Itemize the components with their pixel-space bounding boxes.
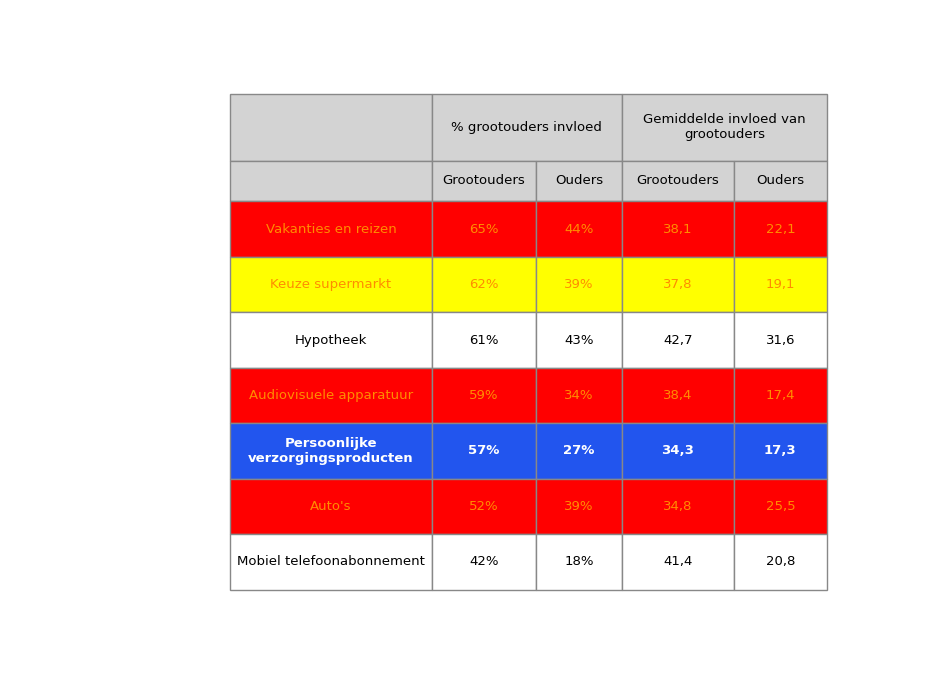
Bar [734,479,827,534]
Bar [734,423,827,479]
Bar [734,257,827,312]
Text: 39%: 39% [564,500,594,513]
Text: 39%: 39% [564,278,594,291]
Bar [432,312,536,367]
Bar [536,257,622,312]
Bar [734,312,827,367]
Bar [734,161,827,201]
Text: 34%: 34% [564,389,594,402]
Text: % grootouders invloed: % grootouders invloed [452,120,602,134]
Text: 62%: 62% [469,278,498,291]
Text: 42%: 42% [469,555,498,569]
Bar [622,423,734,479]
Text: 17,4: 17,4 [765,389,795,402]
Bar [432,534,536,590]
Bar [622,479,734,534]
Text: 42,7: 42,7 [663,334,693,347]
Bar [230,479,432,534]
Text: Gemiddelde invloed van
grootouders: Gemiddelde invloed van grootouders [643,113,806,141]
Bar [432,367,536,423]
Text: Ouders: Ouders [555,174,603,188]
Bar [622,257,734,312]
Text: 61%: 61% [469,334,498,347]
Bar [536,161,622,201]
Bar [432,201,536,257]
Text: Grootouders: Grootouders [442,174,525,188]
Bar [230,201,432,257]
Text: 37,8: 37,8 [663,278,693,291]
Bar [622,367,734,423]
Bar [536,423,622,479]
Bar [432,257,536,312]
Text: 65%: 65% [469,223,498,236]
Text: 20,8: 20,8 [765,555,795,569]
Bar [230,367,432,423]
Text: Mobiel telefoonabonnement: Mobiel telefoonabonnement [237,555,425,569]
Bar [230,423,432,479]
Text: Auto's: Auto's [310,500,352,513]
Text: Keuze supermarkt: Keuze supermarkt [271,278,392,291]
Text: 38,4: 38,4 [663,389,693,402]
Bar [432,161,536,201]
Bar [432,423,536,479]
Bar [734,534,827,590]
Text: 19,1: 19,1 [765,278,795,291]
Bar [230,257,432,312]
Text: 38,1: 38,1 [663,223,693,236]
Bar [734,367,827,423]
Text: 43%: 43% [564,334,594,347]
Bar [622,312,734,367]
Bar [432,479,536,534]
Text: 34,3: 34,3 [661,444,695,458]
Text: 34,8: 34,8 [663,500,693,513]
Bar [230,94,432,161]
Bar [536,201,622,257]
Bar [230,312,432,367]
Text: 41,4: 41,4 [663,555,693,569]
Bar [734,201,827,257]
Text: Vakanties en reizen: Vakanties en reizen [265,223,397,236]
Text: 17,3: 17,3 [764,444,797,458]
Text: 27%: 27% [563,444,595,458]
Text: 52%: 52% [469,500,499,513]
Bar [622,94,827,161]
Text: Persoonlijke
verzorgingsproducten: Persoonlijke verzorgingsproducten [249,437,414,465]
Text: 31,6: 31,6 [765,334,795,347]
Bar [536,479,622,534]
Bar [536,367,622,423]
Bar [230,534,432,590]
Bar [622,161,734,201]
Text: Grootouders: Grootouders [637,174,720,188]
Text: 18%: 18% [564,555,594,569]
Bar [622,201,734,257]
Bar [432,94,622,161]
Text: Audiovisuele apparatuur: Audiovisuele apparatuur [249,389,413,402]
Text: 57%: 57% [468,444,500,458]
Text: 59%: 59% [469,389,498,402]
Text: 22,1: 22,1 [765,223,795,236]
Bar [622,534,734,590]
Text: 25,5: 25,5 [765,500,795,513]
Text: 44%: 44% [564,223,594,236]
Text: Hypotheek: Hypotheek [295,334,367,347]
Bar [536,534,622,590]
Text: Ouders: Ouders [756,174,804,188]
Bar [230,161,432,201]
Bar [116,81,227,599]
Bar [536,312,622,367]
